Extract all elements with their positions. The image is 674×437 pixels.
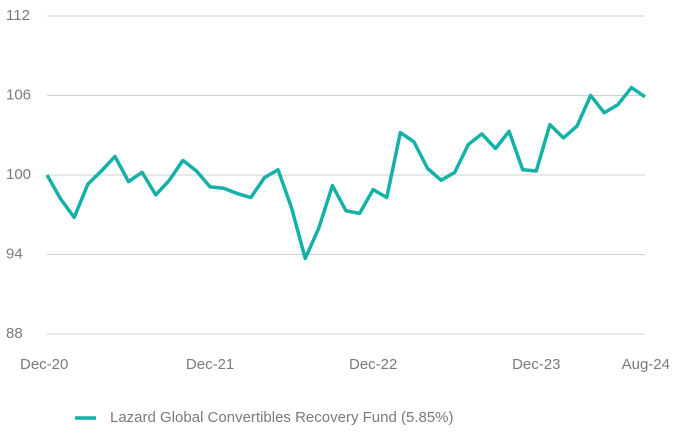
y-tick-label: 100 <box>6 166 31 183</box>
x-tick-label: Dec-23 <box>512 356 560 373</box>
x-tick-label: Aug-24 <box>622 356 670 373</box>
legend-label: Lazard Global Convertibles Recovery Fund… <box>110 409 454 426</box>
y-tick-label: 88 <box>6 325 23 342</box>
x-tick-label: Dec-20 <box>20 356 68 373</box>
x-tick-label: Dec-22 <box>349 356 397 373</box>
y-tick-label: 106 <box>6 86 31 103</box>
series-line <box>45 85 646 261</box>
y-tick-label: 112 <box>6 7 30 24</box>
y-tick-label: 94 <box>6 245 23 262</box>
x-tick-label: Dec-21 <box>186 356 234 373</box>
